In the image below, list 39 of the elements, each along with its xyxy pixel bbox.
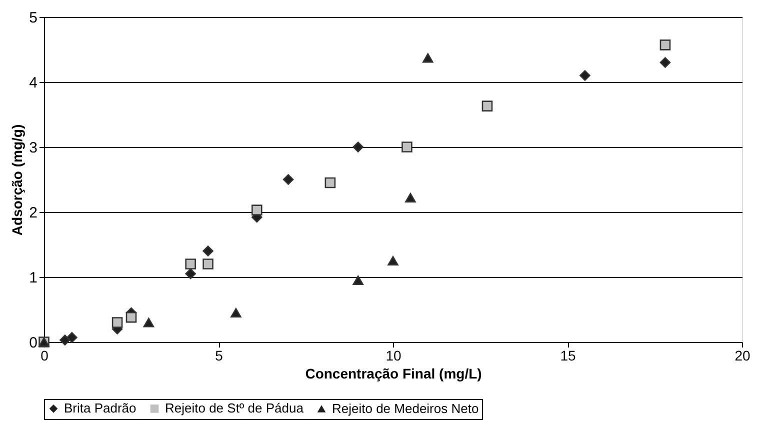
- x-tick-label: 5: [215, 348, 224, 364]
- y-tick-label: 4: [29, 74, 38, 92]
- point: [422, 53, 434, 63]
- point: [352, 275, 364, 286]
- point: [402, 142, 412, 152]
- point: [324, 177, 336, 188]
- point: [660, 40, 671, 50]
- point: [580, 70, 590, 81]
- x-axis-title: Concentração Final (mg/L): [305, 366, 482, 382]
- point: [60, 334, 70, 346]
- y-axis-title: Adsorção (mg/g): [9, 124, 26, 236]
- point: [482, 100, 493, 112]
- y-tick-label: 3: [29, 140, 38, 156]
- y-tick-label: 5: [29, 10, 38, 26]
- y-tick-label: 2: [29, 204, 38, 222]
- point: [352, 142, 364, 152]
- x-tick-label: 0: [40, 348, 49, 364]
- x-tick-label: 20: [734, 348, 750, 364]
- point: [112, 317, 123, 328]
- point: [202, 258, 214, 270]
- x-tick-label: 15: [560, 348, 576, 364]
- point: [230, 308, 242, 318]
- point: [282, 174, 294, 185]
- point: [660, 57, 671, 68]
- point: [185, 258, 196, 270]
- x-tick-label: 10: [386, 348, 402, 364]
- point: [388, 256, 398, 266]
- legend-label: Rejeito de Medeiros Neto: [332, 400, 479, 416]
- point: [66, 332, 78, 343]
- point: [143, 318, 154, 328]
- point: [126, 312, 137, 323]
- point: [405, 192, 416, 202]
- y-tick-label: 1: [29, 270, 38, 286]
- legend-label: Brita Padrão: [64, 400, 136, 416]
- point: [202, 246, 214, 256]
- y-tick-label: 0: [29, 334, 38, 352]
- point: [251, 204, 262, 216]
- legend-label: Rejeito de Stº de Pádua: [165, 400, 304, 416]
- point: [185, 268, 196, 280]
